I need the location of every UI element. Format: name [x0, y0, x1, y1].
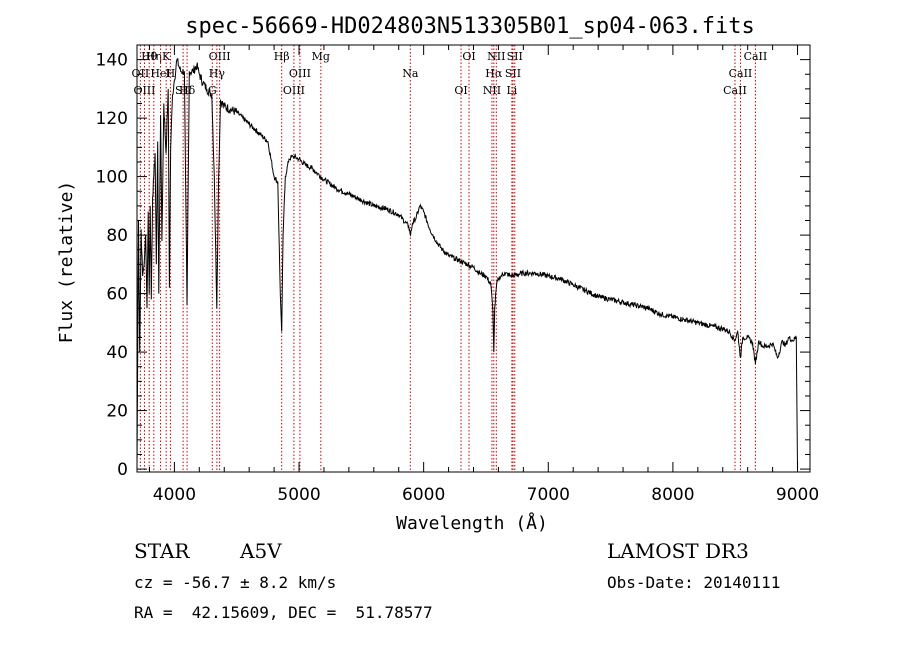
y-tick-label: 120: [96, 109, 128, 129]
chart-title: spec-56669-HD024803N513305B01_sp04-063.f…: [185, 14, 755, 39]
x-tick-label: 9000: [776, 485, 819, 505]
spectral-line-label: Hβ: [274, 50, 290, 63]
spectral-line-label: K: [162, 50, 171, 63]
spectral-line-label: OIII: [133, 84, 155, 97]
y-tick-label: 80: [106, 226, 128, 246]
y-tick-label: 0: [117, 460, 128, 480]
spectral-line-label: OII: [132, 67, 150, 80]
spectrum-trace: [136, 58, 798, 470]
spectral-line-label: OIII: [289, 67, 311, 80]
x-axis-label: Wavelength (Å): [396, 512, 548, 534]
y-tick-label: 40: [106, 343, 128, 363]
spectral-line-label: Na: [402, 67, 419, 80]
x-tick-label: 6000: [402, 485, 445, 505]
spectral-line-label: SII: [507, 50, 523, 63]
spectral-line-label: OI: [462, 50, 475, 63]
spectral-line-label: G: [208, 84, 217, 97]
y-tick-label: 100: [96, 168, 128, 188]
spectral-line-label: Hα: [485, 67, 503, 80]
spectral-line-label: NII: [483, 84, 501, 97]
spectral-line-label: H: [166, 67, 176, 80]
y-tick-label: 140: [96, 51, 128, 71]
object-class: STAR: [134, 539, 190, 563]
redshift-velocity: cz = -56.7 ± 8.2 km/s: [134, 573, 337, 592]
y-tick-label: 20: [106, 402, 128, 422]
spectral-line-label: OI: [454, 84, 467, 97]
spectral-line-label: Hη: [146, 50, 162, 63]
survey-name: LAMOST DR3: [607, 539, 749, 563]
object-subclass: A5V: [240, 539, 282, 563]
x-tick-label: 8000: [651, 485, 694, 505]
x-tick-label: 4000: [153, 485, 196, 505]
spectral-line-label: SII: [505, 67, 521, 80]
observation-date: Obs-Date: 20140111: [607, 573, 781, 592]
spectral-line-label: Mg: [312, 50, 330, 63]
x-tick-label: 7000: [527, 485, 570, 505]
spectral-line-label: NII: [487, 50, 505, 63]
spectral-line-label: CaII: [723, 84, 747, 97]
x-tick-label: 5000: [277, 485, 320, 505]
spectral-line-label: Hγ: [209, 67, 226, 80]
spectral-line-label: CaII: [729, 67, 753, 80]
ra-dec-coordinates: RA = 42.15609, DEC = 51.78577: [134, 603, 433, 622]
y-axis-label: Flux (relative): [56, 181, 77, 344]
spectral-line-label: OIII: [209, 50, 231, 63]
y-tick-label: 60: [106, 285, 128, 305]
plot-area: HθOIIOIIIHηHeISIIKHHδOIIIHγGHβOIIIOIIIMg…: [96, 44, 819, 505]
plot-frame: [136, 44, 811, 473]
spectral-line-label: Hδ: [179, 84, 196, 97]
spectral-line-label: CaII: [744, 50, 768, 63]
spectral-line-label: Li: [506, 84, 517, 97]
spectral-line-label: OIII: [283, 84, 305, 97]
